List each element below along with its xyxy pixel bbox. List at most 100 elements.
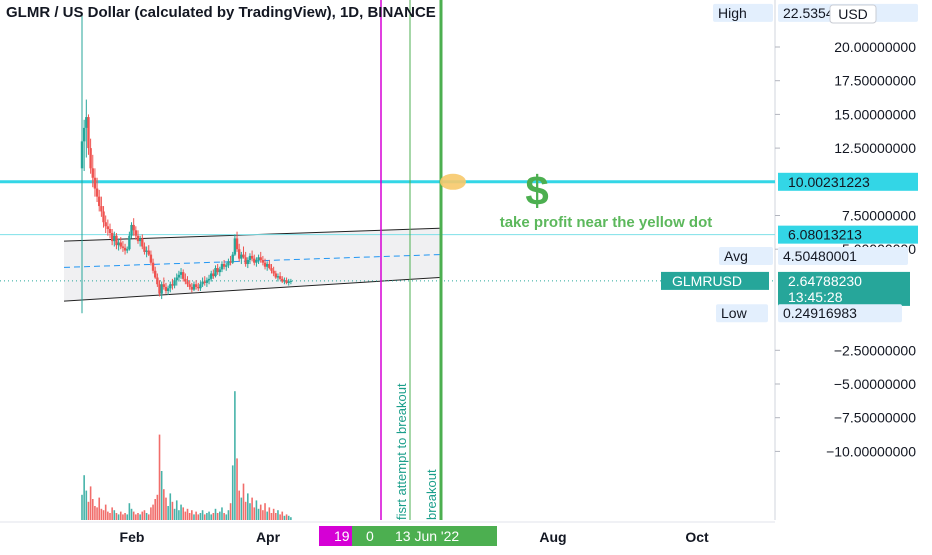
candle-body [265, 264, 269, 267]
volume-bar [274, 513, 277, 520]
volume-bar [264, 503, 266, 520]
volume-bar [270, 513, 273, 520]
volume-bar [244, 501, 247, 520]
volume-bar [141, 511, 144, 520]
candle-body [108, 228, 112, 234]
y-tick-label: −7.50000000 [834, 410, 916, 426]
volume-bar [91, 499, 94, 520]
volume-bar [104, 504, 107, 520]
candle-body [246, 259, 250, 265]
volume-bar [221, 507, 223, 520]
volume-bar [96, 507, 98, 520]
volume-bar [195, 511, 197, 520]
candle-body [141, 238, 144, 247]
volume-bar [223, 513, 225, 520]
volume-bar [253, 507, 256, 520]
volume-bar [85, 490, 88, 520]
symbol-tag-bg [661, 271, 769, 290]
symbol-tag: GLMRUSD [672, 273, 742, 289]
resistance-value-bg [778, 225, 918, 244]
candle-body [149, 254, 153, 263]
candle-body [197, 286, 200, 289]
volume-bar [117, 514, 120, 520]
volume-bar [143, 510, 146, 520]
volume-bar [145, 513, 148, 520]
candle-body [145, 250, 148, 252]
volume-bar [216, 513, 219, 520]
volume-bar [119, 511, 122, 520]
candle-body [214, 268, 217, 277]
candle-body [132, 224, 135, 231]
candle-body [158, 284, 161, 294]
last-price-value: 2.64788230 [788, 273, 862, 289]
candle-body [136, 235, 140, 242]
volume-bar [137, 513, 139, 520]
candle-body [220, 264, 224, 270]
candle-body [134, 230, 138, 236]
candle-body [186, 281, 189, 285]
bar-countdown: 13:45:28 [788, 289, 843, 305]
y-tick-label: 20.00000000 [834, 39, 916, 55]
volume-bar [225, 514, 228, 520]
candle-body [110, 233, 114, 242]
candle-body [253, 258, 256, 263]
candle-body [128, 235, 131, 250]
volume-bar [283, 515, 286, 520]
x-tick-label: Oct [685, 529, 709, 545]
time-tag-magenta: 19 [334, 528, 350, 544]
volume-bar [247, 493, 249, 520]
x-tick-label: Apr [256, 529, 281, 545]
volume-bar [150, 507, 152, 520]
low-tag-bg [716, 304, 768, 323]
resistance-value: 6.08013213 [788, 227, 862, 243]
volume-bar [87, 501, 90, 520]
candle-body [188, 284, 191, 287]
channel-mid-line[interactable] [63, 254, 440, 268]
candle-body [257, 257, 260, 260]
candle-body [123, 247, 127, 251]
volume-bar [111, 507, 113, 520]
candle-body [270, 268, 273, 271]
volume-bar [128, 503, 131, 520]
volume-bar [158, 434, 161, 520]
low-value-bg [778, 304, 902, 323]
volume-bar [197, 514, 200, 520]
volume-bar [208, 511, 210, 520]
volume-bar [173, 508, 176, 520]
candle-body [179, 272, 183, 275]
candle-body [289, 280, 293, 282]
chart-title: GLMR / US Dollar (calculated by TradingV… [6, 4, 436, 21]
last-price-bg [778, 271, 910, 306]
volume-bar [98, 497, 101, 520]
yellow-dot-marker[interactable] [440, 173, 466, 190]
candle-body [248, 255, 252, 260]
volume-bar [156, 494, 159, 520]
channel-lower-line[interactable] [63, 277, 440, 302]
volume-bar [109, 513, 111, 520]
time-tag-green-partial: 0 [366, 528, 374, 544]
volume-bar [184, 511, 187, 520]
currency-button[interactable] [829, 4, 877, 24]
candle-body [207, 278, 211, 281]
low-tag: Low [721, 305, 748, 321]
volume-bar [81, 494, 83, 520]
avg-value: 4.50480001 [783, 248, 857, 264]
volume-bar [115, 513, 118, 520]
candle-body [82, 127, 86, 142]
candle-body [130, 224, 133, 236]
volume-bar [126, 514, 129, 520]
candle-body [100, 206, 103, 212]
candle-body [283, 280, 286, 282]
candle-body [233, 238, 237, 255]
candle-body [263, 262, 267, 267]
candle-body [169, 284, 172, 289]
volume-bar [236, 458, 238, 520]
volume-bar [257, 508, 260, 520]
volume-bar [199, 513, 202, 520]
y-tick-label: 15.00000000 [834, 106, 916, 122]
candle-body [235, 238, 239, 250]
candle-body [143, 246, 146, 252]
candle-body [113, 235, 116, 242]
